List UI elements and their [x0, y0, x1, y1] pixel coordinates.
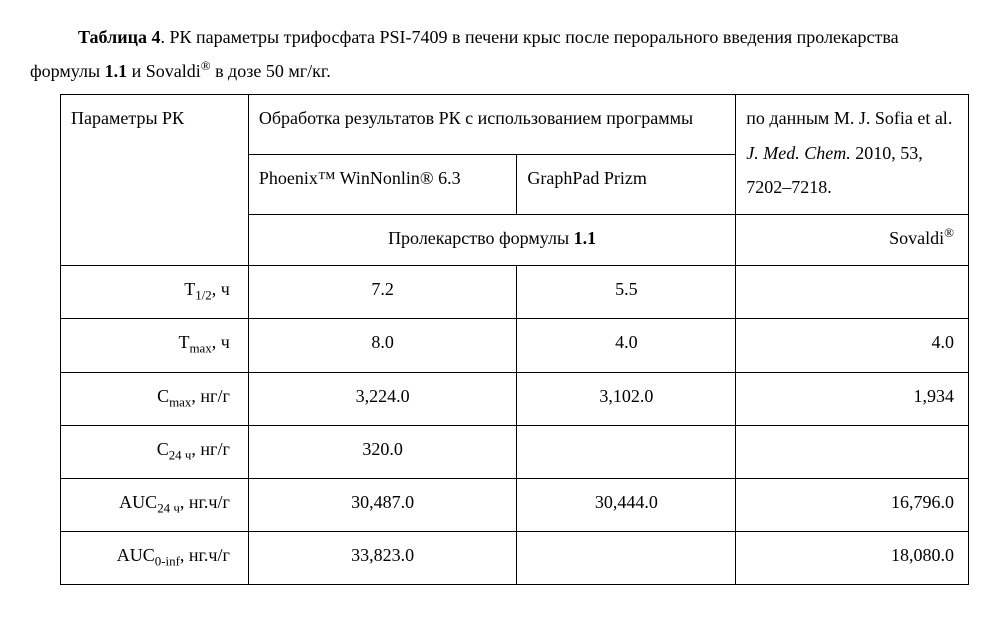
- header-reference: по данным M. J. Sofia et al. J. Med. Che…: [736, 95, 969, 215]
- value-cell-b: [517, 425, 736, 478]
- table-row: Т1/2, ч7.25.5: [61, 266, 969, 319]
- caption-bold-11: 1.1: [105, 61, 128, 81]
- param-cell: Cmax, нг/г: [61, 372, 249, 425]
- value-cell-c: [736, 425, 969, 478]
- table-row: Tmax, ч8.04.04.0: [61, 319, 969, 372]
- ref-text-a: по данным M. J. Sofia et al.: [746, 108, 952, 128]
- caption-text-c: в дозе 50 мг/кг.: [211, 61, 331, 81]
- header-drug-b: Sovaldi®: [736, 214, 969, 265]
- registered-icon: ®: [201, 58, 211, 73]
- param-cell: Т1/2, ч: [61, 266, 249, 319]
- drug-b-text: Sovaldi: [889, 228, 944, 248]
- value-cell-a: 3,224.0: [248, 372, 517, 425]
- value-cell-b: [517, 532, 736, 585]
- value-cell-c: 4.0: [736, 319, 969, 372]
- registered-icon: ®: [944, 225, 954, 240]
- value-cell-c: [736, 266, 969, 319]
- header-software-b: GraphPad Prizm: [517, 155, 736, 215]
- table-row: Cmax, нг/г3,224.03,102.01,934: [61, 372, 969, 425]
- value-cell-a: 7.2: [248, 266, 517, 319]
- header-software-a: Phoenix™ WinNonlin® 6.3: [248, 155, 517, 215]
- caption-text-b: и Sovaldi: [127, 61, 201, 81]
- param-cell: AUC0-inf, нг.ч/г: [61, 532, 249, 585]
- header-parameters: Параметры РК: [61, 95, 249, 266]
- table-row: AUC24 ч, нг.ч/г30,487.030,444.016,796.0: [61, 478, 969, 531]
- table-row: AUC0-inf, нг.ч/г33,823.0 18,080.0: [61, 532, 969, 585]
- value-cell-b: 4.0: [517, 319, 736, 372]
- value-cell-a: 33,823.0: [248, 532, 517, 585]
- caption-label: Таблица 4: [78, 27, 160, 47]
- param-cell: Tmax, ч: [61, 319, 249, 372]
- table-caption: Таблица 4. РК параметры трифосфата PSI-7…: [30, 20, 969, 88]
- header-processing: Обработка результатов РК с использование…: [248, 95, 735, 155]
- drug-a-bold: 1.1: [574, 228, 597, 248]
- header-drug-a: Пролекарство формулы 1.1: [248, 214, 735, 265]
- pk-parameters-table: Параметры РК Обработка результатов РК с …: [60, 94, 969, 585]
- value-cell-b: 30,444.0: [517, 478, 736, 531]
- drug-a-text: Пролекарство формулы: [388, 228, 574, 248]
- value-cell-a: 8.0: [248, 319, 517, 372]
- header-row-1: Параметры РК Обработка результатов РК с …: [61, 95, 969, 155]
- value-cell-b: 5.5: [517, 266, 736, 319]
- table-row: C24 ч, нг/г320.0: [61, 425, 969, 478]
- param-cell: AUC24 ч, нг.ч/г: [61, 478, 249, 531]
- value-cell-c: 16,796.0: [736, 478, 969, 531]
- value-cell-b: 3,102.0: [517, 372, 736, 425]
- value-cell-a: 320.0: [248, 425, 517, 478]
- value-cell-c: 1,934: [736, 372, 969, 425]
- value-cell-c: 18,080.0: [736, 532, 969, 585]
- value-cell-a: 30,487.0: [248, 478, 517, 531]
- ref-italic: J. Med. Chem.: [746, 143, 850, 163]
- param-cell: C24 ч, нг/г: [61, 425, 249, 478]
